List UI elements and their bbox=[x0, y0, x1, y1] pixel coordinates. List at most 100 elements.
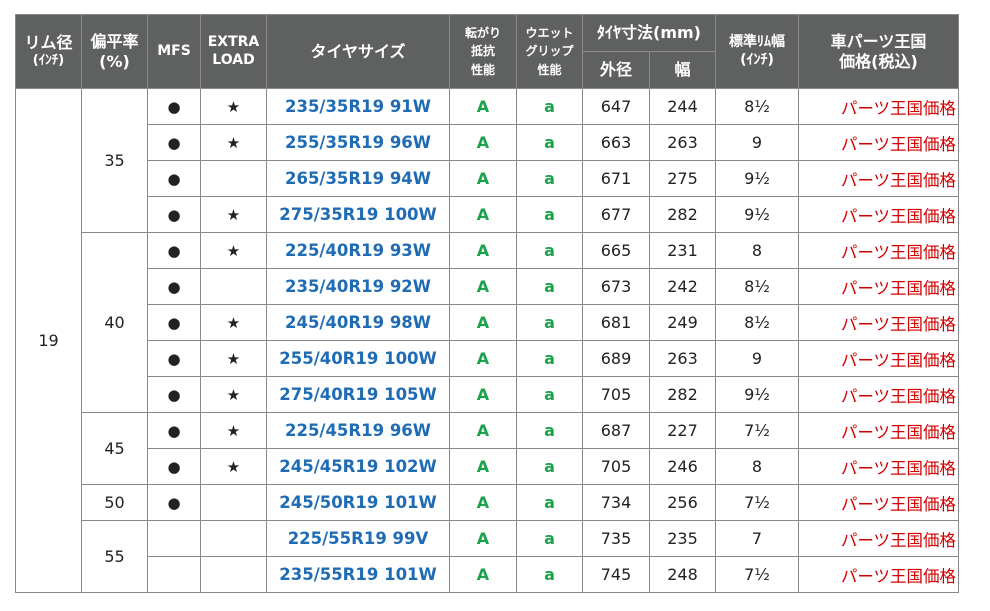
tire-size-link[interactable]: 275/40R19 105W bbox=[266, 376, 450, 413]
mfs-mark: ● bbox=[147, 304, 201, 341]
extra-load-mark bbox=[200, 160, 267, 197]
extra-load-mark: ★ bbox=[200, 304, 267, 341]
tire-size-link[interactable]: 255/40R19 100W bbox=[266, 340, 450, 377]
width-value: 231 bbox=[649, 232, 716, 269]
extra-load-mark: ★ bbox=[200, 124, 267, 161]
mfs-mark bbox=[147, 556, 201, 593]
outer-diameter-value: 671 bbox=[582, 160, 650, 197]
tire-size-link[interactable]: 245/40R19 98W bbox=[266, 304, 450, 341]
extra-load-mark: ★ bbox=[200, 340, 267, 377]
price-link[interactable]: パーツ王国価格 bbox=[798, 124, 959, 161]
price-link[interactable]: パーツ王国価格 bbox=[798, 160, 959, 197]
outer-diameter-value: 677 bbox=[582, 196, 650, 233]
width-value: 263 bbox=[649, 124, 716, 161]
rolling-resistance-grade: A bbox=[449, 196, 517, 233]
outer-diameter-value: 689 bbox=[582, 340, 650, 377]
rolling-resistance-grade: A bbox=[449, 88, 517, 125]
tire-size-link[interactable]: 275/35R19 100W bbox=[266, 196, 450, 233]
standard-rim-width-value: 7 bbox=[715, 520, 799, 557]
standard-rim-width-value: 7½ bbox=[715, 556, 799, 593]
aspect-ratio-cell: 40 bbox=[81, 232, 148, 413]
header-price: 車パーツ王国 価格(税込) bbox=[798, 14, 959, 89]
price-link[interactable]: パーツ王国価格 bbox=[798, 340, 959, 377]
extra-load-mark: ★ bbox=[200, 448, 267, 485]
mfs-mark: ● bbox=[147, 412, 201, 449]
rolling-resistance-grade: A bbox=[449, 232, 517, 269]
width-value: 244 bbox=[649, 88, 716, 125]
tire-size-link[interactable]: 255/35R19 96W bbox=[266, 124, 450, 161]
tire-size-link[interactable]: 235/40R19 92W bbox=[266, 268, 450, 305]
price-link[interactable]: パーツ王国価格 bbox=[798, 412, 959, 449]
wet-grip-grade: a bbox=[516, 376, 583, 413]
standard-rim-width-value: 8 bbox=[715, 232, 799, 269]
extra-load-mark: ★ bbox=[200, 412, 267, 449]
price-link[interactable]: パーツ王国価格 bbox=[798, 196, 959, 233]
tire-size-link[interactable]: 225/40R19 93W bbox=[266, 232, 450, 269]
tire-size-link[interactable]: 245/50R19 101W bbox=[266, 484, 450, 521]
extra-load-mark bbox=[200, 484, 267, 521]
wet-grip-grade: a bbox=[516, 556, 583, 593]
tire-size-link[interactable]: 245/45R19 102W bbox=[266, 448, 450, 485]
standard-rim-width-value: 9½ bbox=[715, 376, 799, 413]
header-rim-diameter: リム径 (ｲﾝﾁ) bbox=[15, 14, 82, 89]
header-extra-load: EXTRA LOAD bbox=[200, 14, 267, 89]
price-link[interactable]: パーツ王国価格 bbox=[798, 268, 959, 305]
rolling-resistance-grade: A bbox=[449, 304, 517, 341]
aspect-ratio-cell: 50 bbox=[81, 484, 148, 521]
standard-rim-width-value: 8½ bbox=[715, 88, 799, 125]
price-link[interactable]: パーツ王国価格 bbox=[798, 232, 959, 269]
mfs-mark: ● bbox=[147, 196, 201, 233]
header-mfs: MFS bbox=[147, 14, 201, 89]
price-link[interactable]: パーツ王国価格 bbox=[798, 376, 959, 413]
standard-rim-width-value: 7½ bbox=[715, 484, 799, 521]
wet-grip-grade: a bbox=[516, 448, 583, 485]
tire-size-table: リム径 (ｲﾝﾁ) 偏平率 (%) MFS EXTRA LOAD タイヤサイズ … bbox=[15, 14, 959, 593]
mfs-mark: ● bbox=[147, 448, 201, 485]
price-link[interactable]: パーツ王国価格 bbox=[798, 304, 959, 341]
rolling-resistance-grade: A bbox=[449, 340, 517, 377]
tire-size-link[interactable]: 235/35R19 91W bbox=[266, 88, 450, 125]
wet-grip-grade: a bbox=[516, 304, 583, 341]
price-link[interactable]: パーツ王国価格 bbox=[798, 448, 959, 485]
wet-grip-grade: a bbox=[516, 160, 583, 197]
extra-load-mark bbox=[200, 556, 267, 593]
price-link[interactable]: パーツ王国価格 bbox=[798, 88, 959, 125]
extra-load-mark bbox=[200, 268, 267, 305]
rolling-resistance-grade: A bbox=[449, 124, 517, 161]
price-link[interactable]: パーツ王国価格 bbox=[798, 556, 959, 593]
wet-grip-grade: a bbox=[516, 340, 583, 377]
tire-size-link[interactable]: 225/55R19 99V bbox=[266, 520, 450, 557]
rolling-resistance-grade: A bbox=[449, 520, 517, 557]
rolling-resistance-grade: A bbox=[449, 268, 517, 305]
standard-rim-width-value: 9 bbox=[715, 124, 799, 161]
standard-rim-width-value: 9 bbox=[715, 340, 799, 377]
aspect-ratio-cell: 35 bbox=[81, 88, 148, 233]
rolling-resistance-grade: A bbox=[449, 412, 517, 449]
width-value: 248 bbox=[649, 556, 716, 593]
tire-size-link[interactable]: 265/35R19 94W bbox=[266, 160, 450, 197]
standard-rim-width-value: 8½ bbox=[715, 304, 799, 341]
outer-diameter-value: 687 bbox=[582, 412, 650, 449]
price-link[interactable]: パーツ王国価格 bbox=[798, 520, 959, 557]
wet-grip-grade: a bbox=[516, 268, 583, 305]
price-link[interactable]: パーツ王国価格 bbox=[798, 484, 959, 521]
mfs-mark: ● bbox=[147, 88, 201, 125]
wet-grip-grade: a bbox=[516, 520, 583, 557]
mfs-mark: ● bbox=[147, 232, 201, 269]
rolling-resistance-grade: A bbox=[449, 556, 517, 593]
tire-size-link[interactable]: 235/55R19 101W bbox=[266, 556, 450, 593]
outer-diameter-value: 735 bbox=[582, 520, 650, 557]
header-rolling-resistance: 転がり 抵抗 性能 bbox=[449, 14, 517, 89]
tire-size-link[interactable]: 225/45R19 96W bbox=[266, 412, 450, 449]
aspect-ratio-cell: 55 bbox=[81, 520, 148, 593]
rim-diameter-cell: 19 bbox=[15, 88, 82, 593]
